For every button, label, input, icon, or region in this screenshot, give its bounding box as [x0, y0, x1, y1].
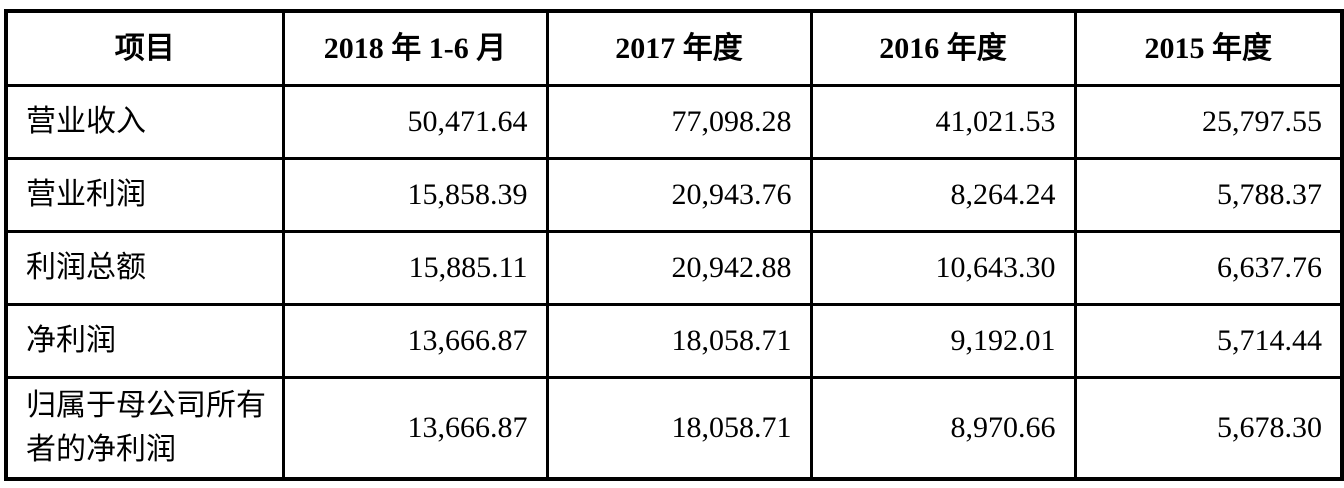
value-cell: 15,858.39 [281, 157, 549, 233]
table-row: 归属于母公司所有者的净利润 13,666.87 18,058.71 8,970.66 5… [4, 376, 1344, 481]
row-label: 归属于母公司所有者的净利润 [4, 376, 285, 481]
header-2015: 2015 年度 [1073, 9, 1344, 87]
value-cell: 8,970.66 [809, 376, 1077, 481]
value-cell: 6,637.76 [1073, 230, 1344, 306]
value-cell: 10,643.30 [809, 230, 1077, 306]
table-row: 营业收入 50,471.64 77,098.28 41,021.53 25,797.55 [4, 84, 1344, 160]
value-cell: 50,471.64 [281, 84, 549, 160]
value-cell: 25,797.55 [1073, 84, 1344, 160]
value-cell: 18,058.71 [545, 376, 813, 481]
value-cell: 20,942.88 [545, 230, 813, 306]
financial-summary-table: 项目 2018 年 1-6 月 2017 年度 2016 年度 2015 年度 … [4, 9, 1344, 481]
header-2017: 2017 年度 [545, 9, 813, 87]
value-cell: 20,943.76 [545, 157, 813, 233]
value-cell: 9,192.01 [809, 303, 1077, 379]
header-2018h1: 2018 年 1-6 月 [281, 9, 549, 87]
value-cell: 5,678.30 [1073, 376, 1344, 481]
value-cell: 15,885.11 [281, 230, 549, 306]
row-label: 营业收入 [4, 84, 285, 160]
header-item: 项目 [4, 9, 285, 87]
value-cell: 13,666.87 [281, 303, 549, 379]
header-row: 项目 2018 年 1-6 月 2017 年度 2016 年度 2015 年度 [4, 9, 1344, 87]
value-cell: 5,714.44 [1073, 303, 1344, 379]
table-row: 利润总额 15,885.11 20,942.88 10,643.30 6,637.76 [4, 230, 1344, 306]
value-cell: 41,021.53 [809, 84, 1077, 160]
table-row: 营业利润 15,858.39 20,943.76 8,264.24 5,788.37 [4, 157, 1344, 233]
value-cell: 5,788.37 [1073, 157, 1344, 233]
table-row: 净利润 13,666.87 18,058.71 9,192.01 5,714.44 [4, 303, 1344, 379]
value-cell: 77,098.28 [545, 84, 813, 160]
header-2016: 2016 年度 [809, 9, 1077, 87]
value-cell: 8,264.24 [809, 157, 1077, 233]
row-label: 净利润 [4, 303, 285, 379]
value-cell: 13,666.87 [281, 376, 549, 481]
value-cell: 18,058.71 [545, 303, 813, 379]
row-label: 营业利润 [4, 157, 285, 233]
row-label: 利润总额 [4, 230, 285, 306]
